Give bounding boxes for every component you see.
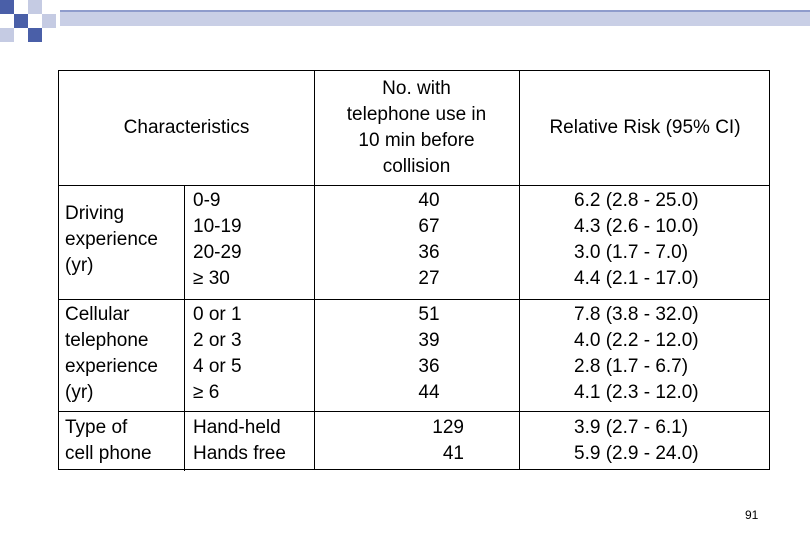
risks-phone-type: 3.9 (2.7 - 6.1) 5.9 (2.9 - 24.0) — [574, 417, 699, 464]
row-divider — [59, 299, 769, 300]
header-relative-risk: Relative Risk (95% CI) — [549, 117, 741, 138]
row-divider — [59, 411, 769, 412]
header-characteristics: Characteristics — [123, 117, 250, 138]
categories-phone-type: Hand-held Hands free — [193, 417, 286, 464]
group-label-driving: Driving experience (yr) — [65, 203, 158, 276]
group-label-phone-type: Type of cell phone — [65, 417, 152, 464]
col-divider — [314, 71, 315, 469]
categories-cellular: 0 or 1 2 or 3 4 or 5 ≥ 6 — [193, 304, 242, 403]
counts-cellular: 51 39 36 44 — [418, 304, 440, 403]
counts-driving: 40 67 36 27 — [418, 190, 440, 289]
slide-decoration — [0, 0, 810, 42]
risks-cellular: 7.8 (3.8 - 32.0) 4.0 (2.2 - 12.0) 2.8 (1… — [574, 304, 699, 403]
group-label-cellular: Cellular telephone experience (yr) — [65, 304, 158, 403]
col-divider — [184, 185, 185, 471]
col-divider — [519, 71, 520, 469]
header-telephone-use: No. with telephone use in 10 min before … — [346, 78, 487, 177]
row-divider — [59, 185, 769, 186]
categories-driving: 0-9 10-19 20-29 ≥ 30 — [193, 190, 242, 289]
data-table: Characteristics No. with telephone use i… — [58, 70, 770, 471]
risks-driving: 6.2 (2.8 - 25.0) 4.3 (2.6 - 10.0) 3.0 (1… — [574, 190, 699, 289]
page-number: 91 — [745, 508, 759, 522]
counts-phone-type: 129 41 — [432, 417, 464, 464]
